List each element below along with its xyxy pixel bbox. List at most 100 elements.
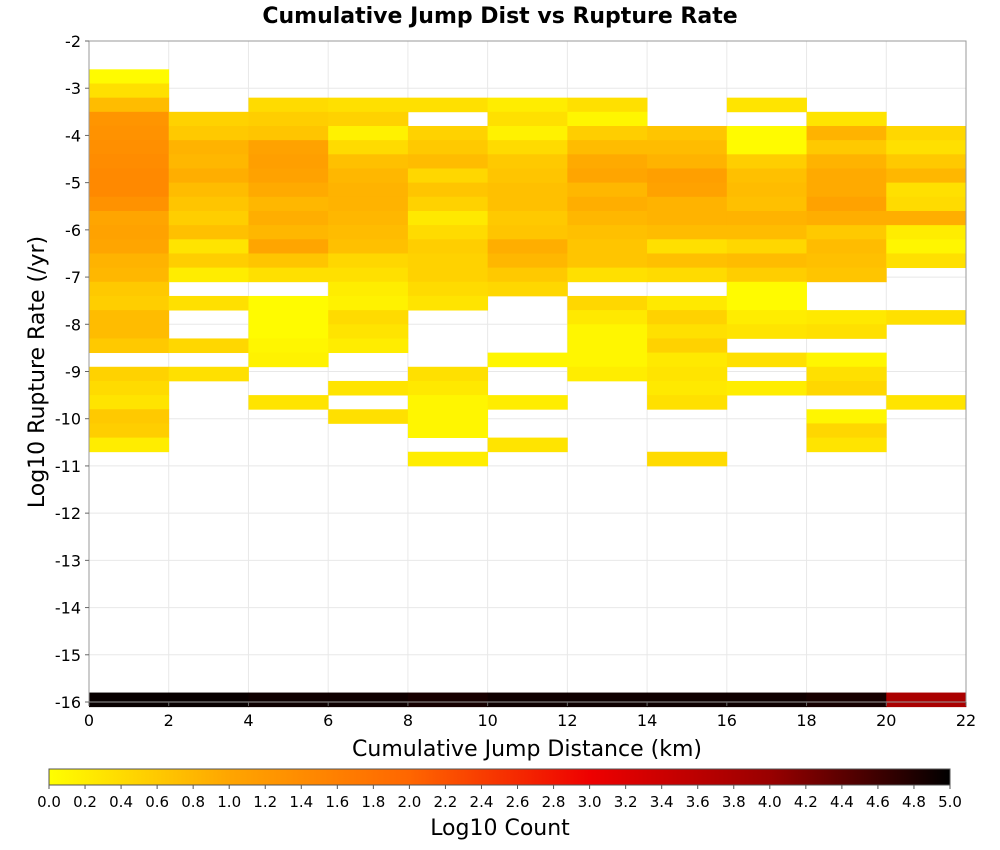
heatmap-cell xyxy=(407,154,489,169)
heatmap-cell xyxy=(487,182,568,198)
heatmap-cell xyxy=(726,97,807,113)
x-tick-label: 0 xyxy=(84,711,94,730)
heatmap-cell xyxy=(248,140,329,155)
heatmap-cell xyxy=(806,182,887,198)
heatmap-cell xyxy=(168,253,249,269)
heatmap-cell xyxy=(806,140,887,155)
colorbar-tick-label: 0.6 xyxy=(145,793,169,811)
heatmap-cell xyxy=(806,324,887,339)
heatmap-cell xyxy=(168,196,249,212)
heatmap-cell xyxy=(248,97,329,113)
y-tick-label: -6 xyxy=(65,221,81,240)
heatmap-cell xyxy=(328,295,409,311)
y-tick-label: -3 xyxy=(65,79,81,98)
heatmap-cell xyxy=(806,154,887,169)
colorbar-tick-label: 0.8 xyxy=(181,793,205,811)
heatmap-cell xyxy=(806,225,887,240)
heatmap-cell xyxy=(886,395,967,410)
heatmap-cell xyxy=(328,380,409,396)
heatmap-cell xyxy=(487,281,568,297)
heatmap-cell xyxy=(407,97,489,113)
x-tick-label: 22 xyxy=(956,711,976,730)
heatmap-cell xyxy=(567,125,648,141)
heatmap-cell xyxy=(407,168,489,184)
heatmap-cell xyxy=(487,437,568,453)
heatmap-cell xyxy=(726,281,807,297)
colorbar-tick-label: 0.2 xyxy=(73,793,97,811)
heatmap-cell xyxy=(487,692,568,708)
heatmap-cell xyxy=(567,267,648,283)
heatmap-cell xyxy=(328,154,409,169)
heatmap-cell xyxy=(806,196,887,212)
heatmap-cell xyxy=(886,692,967,708)
heatmap-cell xyxy=(248,225,329,240)
heatmap-cell xyxy=(886,125,967,141)
heatmap-cell xyxy=(487,140,568,155)
heatmap-cell xyxy=(89,692,170,708)
colorbar-tick-label: 1.6 xyxy=(325,793,349,811)
heatmap-cell xyxy=(407,196,489,212)
heatmap-cell xyxy=(89,111,170,127)
heatmap-cell xyxy=(168,692,249,708)
heatmap-cell xyxy=(328,281,409,297)
heatmap-cell xyxy=(647,210,728,226)
heatmap-cell xyxy=(89,69,170,84)
heatmap-cell xyxy=(726,125,807,141)
colorbar-title: Log10 Count xyxy=(430,816,570,841)
heatmap-cell xyxy=(328,253,409,269)
heatmap-cell xyxy=(407,125,489,141)
heatmap-cell xyxy=(248,352,329,368)
heatmap-cell xyxy=(407,409,489,424)
heatmap-cell xyxy=(328,338,409,354)
x-tick-label: 12 xyxy=(557,711,577,730)
heatmap-cell xyxy=(886,310,967,325)
heatmap-cell xyxy=(328,111,409,127)
heatmap-cell xyxy=(328,182,409,198)
y-tick-label: -12 xyxy=(55,504,81,523)
heatmap-cell xyxy=(487,125,568,141)
heatmap-cell xyxy=(248,239,329,254)
heatmap-cell xyxy=(726,210,807,226)
x-tick-label: 8 xyxy=(403,711,413,730)
heatmap-cell xyxy=(487,225,568,240)
heatmap-cell xyxy=(726,239,807,254)
heatmap-cell xyxy=(726,310,807,325)
heatmap-cell xyxy=(407,210,489,226)
heatmap-cell xyxy=(89,239,170,254)
heatmap-cell xyxy=(726,295,807,311)
heatmap-cell xyxy=(89,83,170,99)
heatmap-cell xyxy=(806,437,887,453)
heatmap-cell xyxy=(806,210,887,226)
colorbar-tick-label: 4.0 xyxy=(758,793,782,811)
heatmap-cell xyxy=(806,692,887,708)
heatmap-cell xyxy=(726,168,807,184)
heatmap-cell xyxy=(89,409,170,424)
heatmap-cell xyxy=(89,253,170,269)
x-tick-label: 20 xyxy=(876,711,896,730)
heatmap-cell xyxy=(487,352,568,368)
heatmap-cell xyxy=(248,154,329,169)
heatmap-cell xyxy=(168,125,249,141)
heatmap-cell xyxy=(567,154,648,169)
colorbar-tick-label: 4.4 xyxy=(830,793,854,811)
heatmap-cell xyxy=(89,380,170,396)
heatmap-cell xyxy=(647,380,728,396)
colorbar-tick-label: 4.2 xyxy=(794,793,818,811)
y-axis-ticks: -2 -3 -4 -5 -6 -7 -8 -9 -10 -11 -12 -13 -14 -15 -16 xyxy=(55,32,89,712)
heatmap-cell xyxy=(647,140,728,155)
heatmap-cell xyxy=(168,295,249,311)
heatmap-cell xyxy=(567,324,648,339)
heatmap-cell xyxy=(89,210,170,226)
heatmap-cell xyxy=(89,395,170,410)
heatmap-cell xyxy=(806,239,887,254)
heatmap-cell xyxy=(89,154,170,169)
heatmap-cell xyxy=(487,97,568,113)
heatmap-cell xyxy=(89,125,170,141)
heatmap-cell xyxy=(328,97,409,113)
heatmap-cell xyxy=(726,140,807,155)
colorbar-tick-label: 2.0 xyxy=(397,793,421,811)
y-tick-label: -8 xyxy=(65,315,81,334)
heatmap-cell xyxy=(89,225,170,240)
heatmap-cell xyxy=(248,210,329,226)
heatmap-cell xyxy=(726,182,807,198)
